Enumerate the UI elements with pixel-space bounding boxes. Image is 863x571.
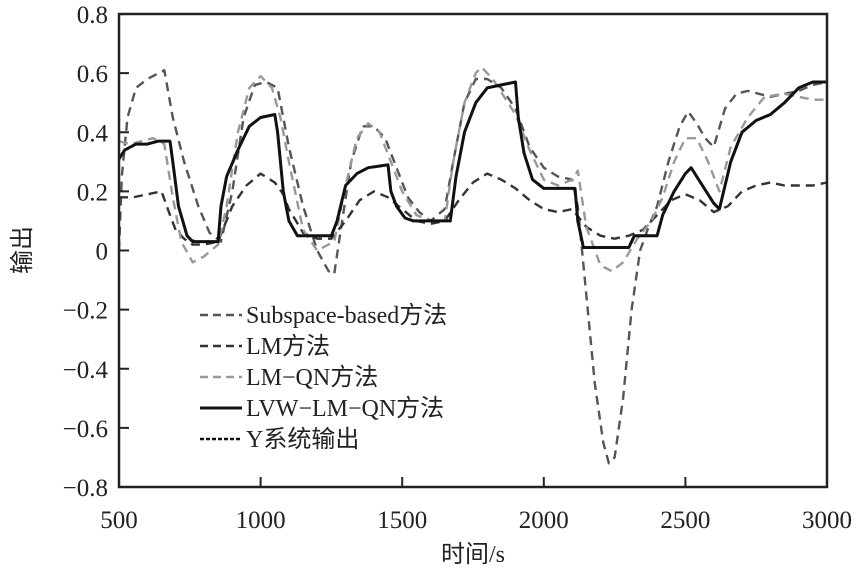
- x-tick-label: 1500: [377, 507, 427, 534]
- y-axis-title: 输出: [9, 226, 36, 274]
- series-line-3: [117, 80, 827, 249]
- x-tick-label: 2500: [660, 507, 710, 534]
- series-line-2: [118, 66, 827, 273]
- x-axis-title: 时间/s: [441, 541, 505, 568]
- series-line-0: [117, 69, 828, 465]
- ticks-layer: 500 1000 1500 2000 2500 3000 0.8 0.6 0.4 0.2 0 −0.2…: [63, 2, 852, 534]
- legend: Subspace-based方法 LM方法 LM−QN方法 LVW−LM−QN方法 Y系…: [200, 302, 447, 453]
- x-tick-label: 500: [100, 507, 138, 534]
- legend-label: LM方法: [246, 333, 330, 360]
- y-tick-label: −0.2: [63, 298, 108, 325]
- series-layer: [117, 66, 828, 465]
- y-tick-label: 0.6: [77, 61, 108, 88]
- x-tick-label: 3000: [802, 507, 852, 534]
- legend-label: LM−QN方法: [246, 364, 378, 391]
- x-tick-label: 2000: [519, 507, 569, 534]
- y-tick-label: −0.6: [63, 416, 108, 443]
- y-tick-label: 0.8: [77, 2, 108, 29]
- y-tick-label: 0.2: [77, 179, 108, 206]
- series-line-1: [119, 172, 828, 246]
- legend-label: LVW−LM−QN方法: [246, 395, 444, 422]
- legend-label: Y系统输出: [246, 426, 359, 453]
- x-tick-label: 1000: [236, 507, 286, 534]
- y-tick-label: −0.4: [63, 357, 109, 384]
- y-tick-label: −0.8: [63, 475, 108, 502]
- y-tick-label: 0: [96, 239, 109, 266]
- legend-label: Subspace-based方法: [246, 302, 447, 329]
- y-tick-label: 0.4: [77, 120, 109, 147]
